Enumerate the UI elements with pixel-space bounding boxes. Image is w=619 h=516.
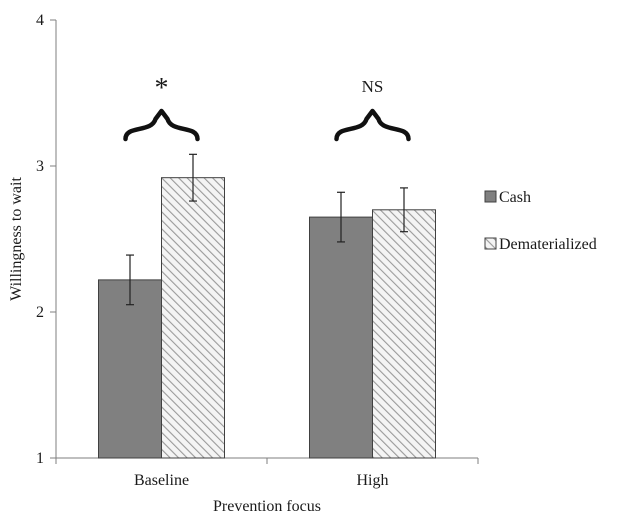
y-tick-label: 3 bbox=[36, 158, 44, 175]
significance-label-baseline: * bbox=[155, 73, 169, 104]
legend-swatch-dematerialized bbox=[484, 237, 497, 250]
bar-cash bbox=[309, 216, 373, 459]
brace-high bbox=[334, 108, 411, 142]
bar-dematerialized bbox=[161, 177, 225, 459]
significance-label-high: NS bbox=[362, 77, 384, 96]
significance-annotations: * NS bbox=[123, 73, 411, 142]
bars bbox=[98, 177, 436, 459]
y-tick-label: 2 bbox=[36, 304, 44, 321]
legend: Cash Dematerialized bbox=[484, 189, 597, 253]
y-tick-label: 1 bbox=[36, 450, 44, 467]
bar-dematerialized bbox=[372, 209, 436, 459]
brace-baseline bbox=[123, 108, 200, 142]
legend-label-dematerialized: Dematerialized bbox=[499, 236, 597, 253]
x-tick-label: Baseline bbox=[134, 472, 189, 489]
error-bars bbox=[126, 153, 408, 306]
x-axis-label: Prevention focus bbox=[213, 498, 321, 515]
y-tick-label: 4 bbox=[36, 12, 44, 29]
x-tick-label: High bbox=[357, 472, 389, 489]
legend-swatch-cash bbox=[484, 190, 497, 203]
y-axis-label: Willingness to wait bbox=[8, 177, 25, 301]
bar-cash bbox=[98, 279, 162, 459]
legend-label-cash: Cash bbox=[499, 189, 531, 206]
